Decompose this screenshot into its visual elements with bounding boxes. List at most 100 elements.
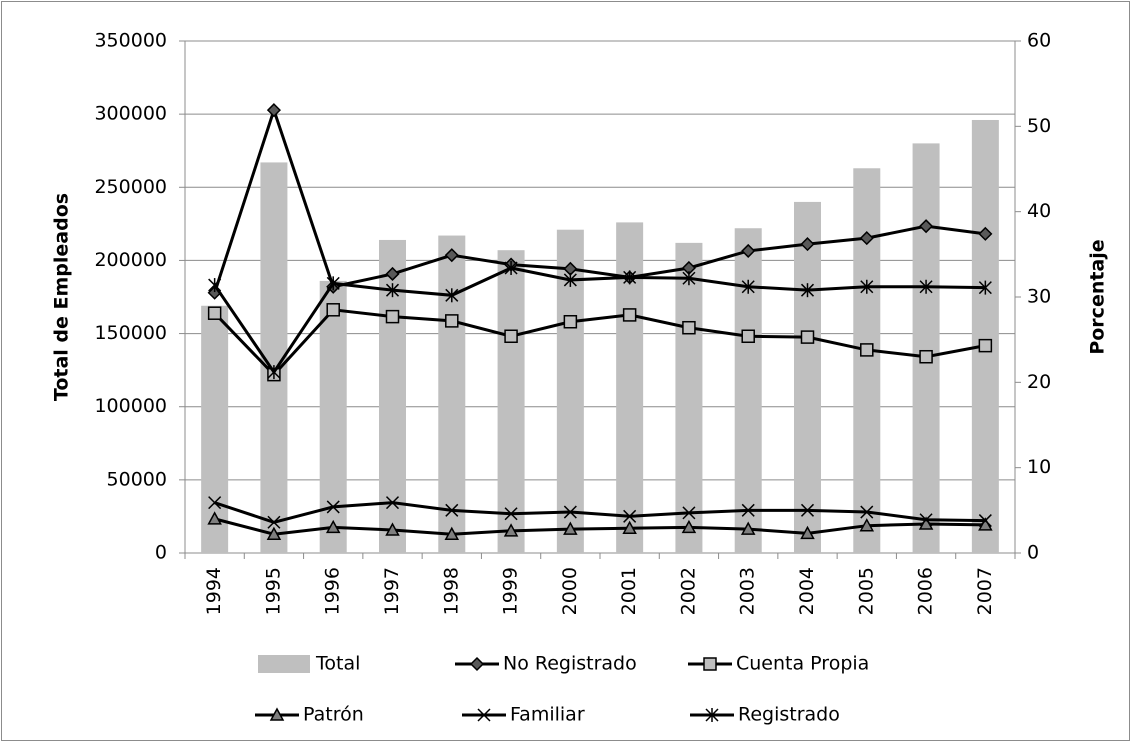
y2-axis-title: Porcentaje xyxy=(1087,239,1109,354)
marker-shape xyxy=(703,657,717,671)
x-tick-label: 1998 xyxy=(440,567,462,615)
legend-label: Cuenta Propia xyxy=(736,653,869,675)
y-tick-label: 100000 xyxy=(94,395,167,417)
marker-star xyxy=(623,270,637,285)
marker-x xyxy=(800,503,815,517)
line xyxy=(213,308,986,377)
line xyxy=(214,517,986,536)
marker-triangle xyxy=(740,521,756,535)
x-tick-label: 2001 xyxy=(618,567,640,615)
y-tick-label: 350000 xyxy=(94,30,167,52)
legend-label: Familiar xyxy=(510,704,585,726)
marker-x xyxy=(504,507,518,521)
marker-shape xyxy=(325,519,341,534)
marker-x xyxy=(741,503,755,517)
marker-star xyxy=(267,365,281,380)
marker-star xyxy=(504,260,518,275)
marker-shape xyxy=(208,496,222,510)
marker-shape xyxy=(266,526,282,540)
marker-triangle xyxy=(266,526,282,540)
marker-shape xyxy=(860,343,874,357)
legend-swatch xyxy=(258,655,310,673)
marker-shape xyxy=(741,503,755,517)
bar xyxy=(438,235,466,553)
y2-tick-label: 0 xyxy=(1027,542,1039,564)
marker-shape xyxy=(267,515,281,529)
line xyxy=(213,266,986,375)
marker-square xyxy=(978,338,993,353)
marker-star xyxy=(682,271,696,286)
marker-star xyxy=(800,283,815,298)
y-tick-label: 150000 xyxy=(94,322,167,344)
legend-label: Registrado xyxy=(738,704,840,726)
y2-tick-label: 30 xyxy=(1027,286,1051,308)
marker-square xyxy=(860,343,874,357)
marker-square xyxy=(682,320,696,335)
legend-label: Total xyxy=(315,653,360,675)
marker-triangle xyxy=(563,521,578,535)
marker-shape xyxy=(978,338,993,353)
marker-shape xyxy=(681,519,697,534)
marker-shape xyxy=(385,309,400,324)
marker-shape xyxy=(504,329,518,344)
marker-star xyxy=(705,708,719,722)
marker-shape xyxy=(800,525,815,540)
marker-x xyxy=(978,514,992,528)
marker-square xyxy=(741,329,755,344)
bar xyxy=(912,143,940,553)
x-tick-label: 1997 xyxy=(381,567,403,615)
marker-diamond xyxy=(919,219,934,234)
bar xyxy=(794,201,821,553)
y-tick-label: 50000 xyxy=(107,468,167,490)
marker-shape xyxy=(445,503,459,517)
x-tick-label: 2006 xyxy=(915,567,937,615)
marker-diamond xyxy=(978,226,993,241)
marker-shape xyxy=(860,505,874,519)
marker-triangle xyxy=(325,519,341,534)
marker-shape xyxy=(385,266,400,282)
marker-triangle xyxy=(385,522,400,536)
marker-square xyxy=(326,303,340,317)
marker-shape xyxy=(385,496,400,510)
y2-tick-label: 10 xyxy=(1027,456,1051,478)
marker-star xyxy=(978,280,992,295)
marker-x xyxy=(385,496,400,510)
marker-triangle xyxy=(681,519,697,534)
marker-star xyxy=(860,279,874,294)
marker-x xyxy=(267,515,281,529)
y-tick-label: 0 xyxy=(155,542,167,564)
x-tick-label: 1995 xyxy=(262,567,284,615)
marker-shape xyxy=(563,314,578,329)
y-tick-label: 300000 xyxy=(94,103,167,125)
marker-shape xyxy=(563,505,577,519)
marker-star xyxy=(563,272,577,287)
marker-x xyxy=(208,496,222,510)
y2-tick-label: 40 xyxy=(1027,200,1051,222)
legend-label: Patrón xyxy=(303,704,364,726)
marker-triangle xyxy=(207,511,222,525)
marker-square xyxy=(703,657,717,671)
marker-shape xyxy=(978,514,992,528)
marker-shape xyxy=(326,303,340,317)
marker-shape xyxy=(682,506,696,520)
legend-label: No Registrado xyxy=(503,653,637,675)
marker-triangle xyxy=(800,525,815,540)
y-tick-label: 250000 xyxy=(94,176,167,198)
bar xyxy=(734,228,762,553)
marker-square xyxy=(563,314,578,329)
marker-shape xyxy=(445,314,459,328)
marker-shape xyxy=(444,248,459,263)
marker-shape xyxy=(919,219,934,234)
marker-shape xyxy=(477,708,491,722)
marker-x xyxy=(682,506,696,520)
marker-diamond xyxy=(741,243,756,258)
marker-shape xyxy=(859,518,875,532)
marker-x xyxy=(919,513,933,527)
x-tick-label: 2004 xyxy=(796,567,818,615)
marker-diamond xyxy=(859,231,874,246)
marker-shape xyxy=(741,329,755,344)
x-tick-label: 2003 xyxy=(737,567,759,615)
bar xyxy=(971,119,999,553)
bar xyxy=(497,250,525,553)
marker-square xyxy=(504,329,518,344)
